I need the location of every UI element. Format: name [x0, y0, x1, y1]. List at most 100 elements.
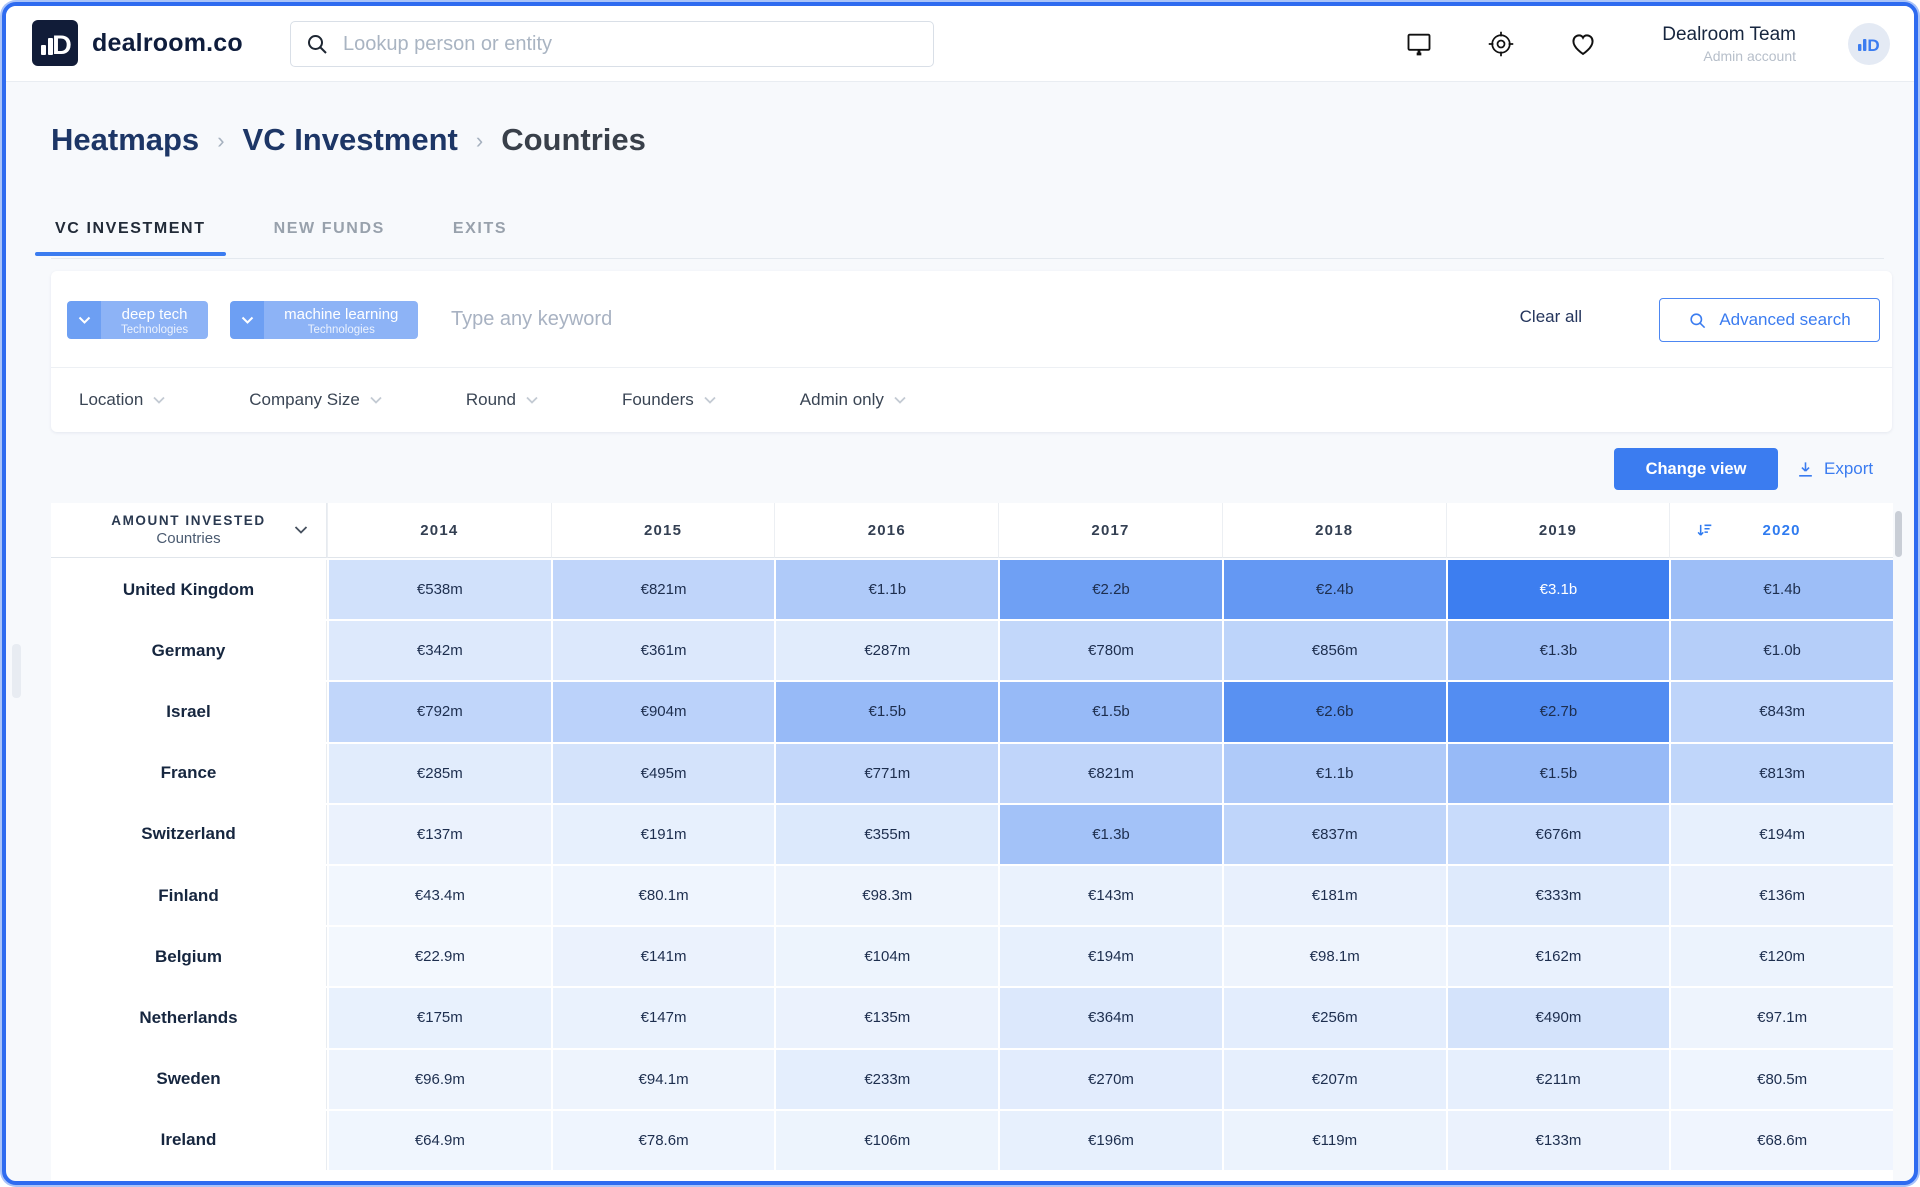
heatmap-cell[interactable]: €120m — [1671, 927, 1893, 987]
heatmap-cell[interactable]: €821m — [1000, 743, 1222, 803]
brand[interactable]: D dealroom.co — [32, 20, 243, 66]
heatmap-cell[interactable]: €495m — [552, 743, 775, 803]
heatmap-cell[interactable]: €147m — [552, 988, 775, 1048]
heatmap-cell[interactable]: €43.4m — [329, 865, 551, 926]
keyword-input[interactable] — [449, 271, 1149, 368]
heatmap-cell[interactable]: €137m — [329, 804, 551, 864]
heatmap-cell[interactable]: €287m — [776, 621, 999, 681]
heatmap-cell[interactable]: €355m — [776, 804, 999, 864]
global-search[interactable] — [290, 21, 934, 67]
filter-location[interactable]: Location — [79, 390, 165, 410]
year-column-header[interactable]: 2019 — [1445, 503, 1670, 558]
clear-all-button[interactable]: Clear all — [1519, 307, 1582, 326]
heatmap-cell[interactable]: €2.7b — [1447, 682, 1670, 742]
heatmap-cell[interactable]: €792m — [329, 682, 551, 742]
vertical-scrollbar-thumb[interactable] — [1895, 511, 1902, 557]
heatmap-cell[interactable]: €270m — [1000, 1049, 1222, 1109]
heatmap-cell[interactable]: €133m — [1447, 1110, 1670, 1170]
heatmap-cell[interactable]: €771m — [776, 743, 999, 803]
heatmap-cell[interactable]: €843m — [1671, 682, 1893, 742]
heatmap-cell[interactable]: €364m — [1000, 988, 1222, 1048]
user-menu[interactable]: Dealroom Team Admin account — [1662, 24, 1796, 64]
export-button[interactable]: Export — [1796, 448, 1873, 490]
heatmap-cell[interactable]: €80.5m — [1671, 1049, 1893, 1109]
heatmap-cell[interactable]: €141m — [552, 927, 775, 987]
heatmap-cell[interactable]: €196m — [1000, 1110, 1222, 1170]
heatmap-cell[interactable]: €106m — [776, 1110, 999, 1170]
monitor-icon[interactable] — [1404, 29, 1434, 59]
heatmap-cell[interactable]: €3.1b — [1447, 560, 1670, 620]
target-icon[interactable] — [1486, 29, 1516, 59]
heatmap-cell[interactable]: €904m — [552, 682, 775, 742]
heatmap-cell[interactable]: €2.2b — [1000, 560, 1222, 620]
heatmap-cell[interactable]: €191m — [552, 804, 775, 864]
filter-company-size[interactable]: Company Size — [249, 390, 382, 410]
heatmap-cell[interactable]: €333m — [1447, 865, 1670, 926]
heatmap-cell[interactable]: €1.0b — [1671, 621, 1893, 681]
heatmap-cell[interactable]: €856m — [1223, 621, 1446, 681]
heatmap-cell[interactable]: €119m — [1223, 1110, 1446, 1170]
heatmap-cell[interactable]: €211m — [1447, 1049, 1670, 1109]
heatmap-cell[interactable]: €256m — [1223, 988, 1446, 1048]
heatmap-cell[interactable]: €143m — [1000, 865, 1222, 926]
heatmap-cell[interactable]: €80.1m — [552, 865, 775, 926]
heatmap-cell[interactable]: €1.5b — [776, 682, 999, 742]
heatmap-cell[interactable]: €342m — [329, 621, 551, 681]
heatmap-cell[interactable]: €837m — [1223, 804, 1446, 864]
heatmap-cell[interactable]: €207m — [1223, 1049, 1446, 1109]
heatmap-cell[interactable]: €233m — [776, 1049, 999, 1109]
heatmap-cell[interactable]: €538m — [329, 560, 551, 620]
heatmap-cell[interactable]: €64.9m — [329, 1110, 551, 1170]
heatmap-cell[interactable]: €1.3b — [1000, 804, 1222, 864]
year-column-header[interactable]: 2014 — [327, 503, 551, 558]
heatmap-cell[interactable]: €94.1m — [552, 1049, 775, 1109]
heatmap-cell[interactable]: €490m — [1447, 988, 1670, 1048]
heatmap-cell[interactable]: €181m — [1223, 865, 1446, 926]
year-column-header[interactable]: 2018 — [1221, 503, 1446, 558]
heatmap-cell[interactable]: €780m — [1000, 621, 1222, 681]
heatmap-cell[interactable]: €104m — [776, 927, 999, 987]
chip-machine-learning[interactable]: machine learning Technologies — [230, 301, 419, 339]
year-column-header[interactable]: 2020 — [1669, 503, 1893, 558]
year-column-header[interactable]: 2015 — [550, 503, 775, 558]
amount-invested-header[interactable]: AMOUNT INVESTED Countries — [51, 503, 327, 558]
heatmap-cell[interactable]: €175m — [329, 988, 551, 1048]
heatmap-cell[interactable]: €97.1m — [1671, 988, 1893, 1048]
breadcrumb-vc-investment[interactable]: VC Investment — [242, 122, 458, 157]
heatmap-cell[interactable]: €821m — [552, 560, 775, 620]
left-scrollbar-fragment[interactable] — [12, 644, 21, 698]
heatmap-cell[interactable]: €2.4b — [1223, 560, 1446, 620]
heatmap-cell[interactable]: €676m — [1447, 804, 1670, 864]
heatmap-cell[interactable]: €98.3m — [776, 865, 999, 926]
heatmap-cell[interactable]: €136m — [1671, 865, 1893, 926]
heatmap-cell[interactable]: €1.1b — [776, 560, 999, 620]
breadcrumb-heatmaps[interactable]: Heatmaps — [51, 122, 200, 157]
filter-round[interactable]: Round — [466, 390, 538, 410]
heatmap-cell[interactable]: €2.6b — [1223, 682, 1446, 742]
heatmap-cell[interactable]: €1.1b — [1223, 743, 1446, 803]
chevron-down-icon[interactable] — [67, 301, 101, 339]
advanced-search-button[interactable]: Advanced search — [1659, 298, 1880, 342]
heatmap-cell[interactable]: €22.9m — [329, 927, 551, 987]
heatmap-cell[interactable]: €361m — [552, 621, 775, 681]
heatmap-cell[interactable]: €78.6m — [552, 1110, 775, 1170]
heatmap-cell[interactable]: €68.6m — [1671, 1110, 1893, 1170]
heatmap-cell[interactable]: €194m — [1000, 927, 1222, 987]
heatmap-cell[interactable]: €1.3b — [1447, 621, 1670, 681]
heatmap-cell[interactable]: €813m — [1671, 743, 1893, 803]
heatmap-cell[interactable]: €285m — [329, 743, 551, 803]
heart-icon[interactable] — [1568, 29, 1598, 59]
heatmap-cell[interactable]: €162m — [1447, 927, 1670, 987]
heatmap-cell[interactable]: €96.9m — [329, 1049, 551, 1109]
chevron-down-icon[interactable] — [294, 526, 308, 535]
heatmap-cell[interactable]: €1.5b — [1000, 682, 1222, 742]
global-search-input[interactable] — [341, 31, 919, 57]
year-column-header[interactable]: 2016 — [774, 503, 999, 558]
filter-admin-only[interactable]: Admin only — [800, 390, 906, 410]
tab-new-funds[interactable]: NEW FUNDS — [273, 220, 385, 237]
chevron-down-icon[interactable] — [230, 301, 265, 339]
heatmap-cell[interactable]: €135m — [776, 988, 999, 1048]
heatmap-cell[interactable]: €194m — [1671, 804, 1893, 864]
heatmap-cell[interactable]: €1.4b — [1671, 560, 1893, 620]
heatmap-cell[interactable]: €1.5b — [1447, 743, 1670, 803]
